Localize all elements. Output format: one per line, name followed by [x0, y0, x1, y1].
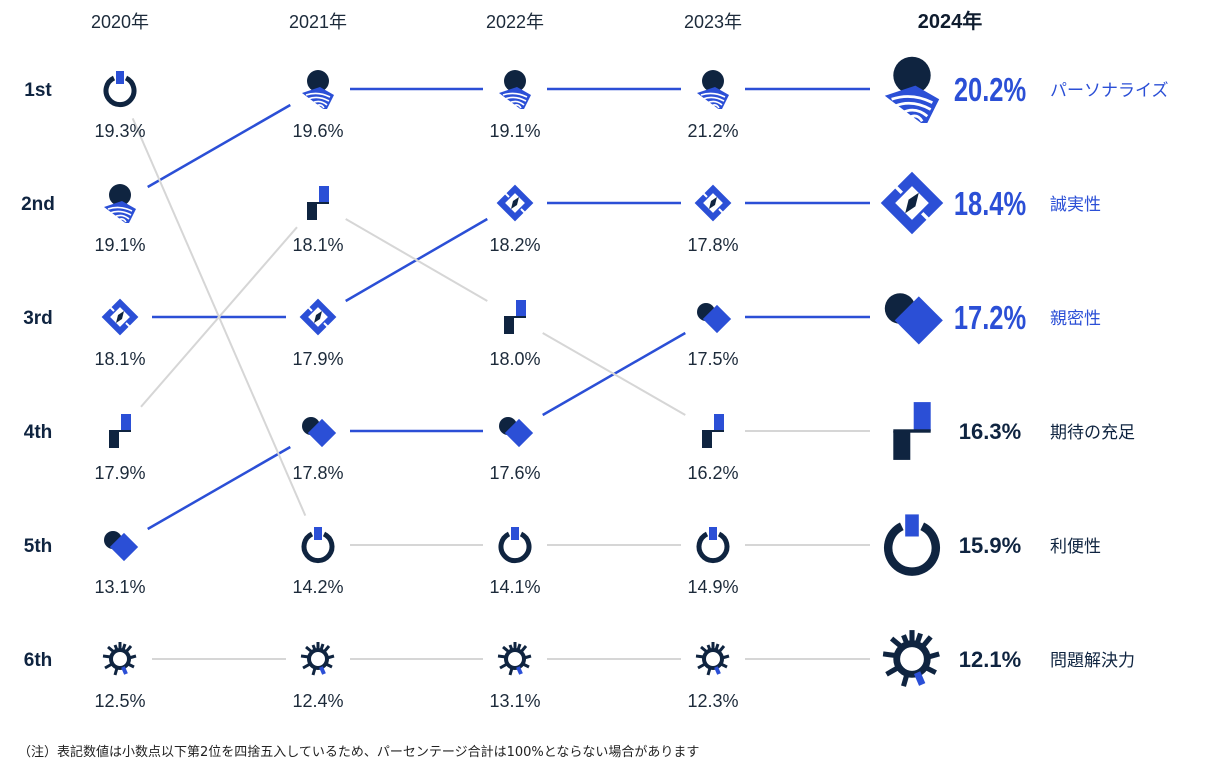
rank-label-2nd: 2nd [21, 194, 55, 215]
value-empathy-3: 17.5% [687, 349, 738, 369]
person-fingerprint-icon [883, 55, 941, 123]
value-resolution-1: 12.4% [292, 691, 343, 711]
footnote: （注）表記数値は小数点以下第2位を四捨五入しているため、パーセンテージ合計は10… [18, 745, 700, 760]
power-node-icon [106, 71, 134, 105]
rank-label-6th: 6th [24, 650, 53, 671]
value-integrity-2: 18.2% [489, 235, 540, 255]
compass-icon [879, 170, 945, 236]
rank-label-4th: 4th [24, 422, 53, 443]
step-blocks-node-icon [702, 414, 724, 448]
sunburst-gear-node-icon [496, 640, 533, 677]
value-empathy-2: 17.6% [489, 463, 540, 483]
final-value-expectations: 16.3% [959, 419, 1021, 444]
sunburst-gear-node-icon [299, 640, 336, 677]
heart-node-icon [499, 417, 534, 448]
category-label-integrity: 誠実性 [1050, 195, 1101, 215]
heart-node-icon [104, 531, 139, 562]
final-value-convenience: 15.9% [959, 533, 1021, 558]
step-blocks-icon [893, 402, 931, 460]
compass-node-icon [693, 183, 733, 223]
step-blocks-node-icon [504, 300, 526, 334]
category-label-resolution: 問題解決力 [1050, 651, 1135, 671]
year-header-0: 2020年 [91, 12, 149, 32]
value-expectations-1: 18.1% [292, 235, 343, 255]
sunburst-gear-icon [883, 630, 939, 686]
link-expectations-1 [345, 218, 488, 302]
final-value-empathy: 17.2% [954, 300, 1026, 337]
rank-label-3rd: 3rd [23, 308, 53, 329]
value-convenience-3: 14.9% [687, 577, 738, 597]
step-blocks-node-icon [307, 186, 329, 220]
person-fingerprint-node-icon [103, 183, 137, 223]
value-integrity-0: 18.1% [94, 349, 145, 369]
final-value-resolution: 12.1% [959, 647, 1021, 672]
value-integrity-3: 17.8% [687, 235, 738, 255]
category-label-empathy: 親密性 [1050, 309, 1101, 329]
power-node-icon [304, 527, 332, 561]
final-value-personalize: 20.2% [954, 72, 1026, 109]
step-blocks-node-icon [109, 414, 131, 448]
value-empathy-1: 17.8% [292, 463, 343, 483]
heart-node-icon [302, 417, 337, 448]
rank-nodes: 19.1% 19.6% 19.1% 21.2% 18.1% 17.9% 18.2% 17.8%… [94, 69, 739, 711]
rank-label-1st: 1st [24, 80, 52, 101]
power-node-icon [699, 527, 727, 561]
value-personalize-1: 19.6% [292, 121, 343, 141]
link-convenience-0 [131, 118, 307, 516]
final-year-legend: 20.2% パーソナライズ 18.4% 誠実性 17.2% 親密性 16.3% 期待の充足 15… [879, 55, 1169, 686]
rank-label-5th: 5th [24, 536, 53, 557]
compass-node-icon [495, 183, 535, 223]
link-personalize-0 [147, 103, 291, 189]
compass-node-icon [100, 297, 140, 337]
heart-icon [884, 293, 943, 345]
category-label-expectations: 期待の充足 [1050, 423, 1135, 443]
value-empathy-0: 13.1% [94, 577, 145, 597]
value-integrity-1: 17.9% [292, 349, 343, 369]
value-resolution-2: 13.1% [489, 691, 540, 711]
sunburst-gear-node-icon [101, 640, 138, 677]
heart-node-icon [697, 303, 732, 334]
compass-node-icon [298, 297, 338, 337]
link-expectations-2 [542, 332, 686, 416]
year-header-2: 2022年 [486, 12, 544, 32]
value-convenience-2: 14.1% [489, 577, 540, 597]
value-personalize-2: 19.1% [489, 121, 540, 141]
sunburst-gear-node-icon [694, 640, 731, 677]
person-fingerprint-node-icon [301, 69, 335, 109]
value-expectations-3: 16.2% [687, 463, 738, 483]
year-header-1: 2021年 [289, 12, 347, 32]
value-resolution-3: 12.3% [687, 691, 738, 711]
value-personalize-0: 19.1% [94, 235, 145, 255]
value-personalize-3: 21.2% [687, 121, 738, 141]
value-expectations-0: 17.9% [94, 463, 145, 483]
category-label-convenience: 利便性 [1050, 537, 1101, 557]
year-headers: 2020年 2021年 2022年 2023年 2024年 [91, 9, 982, 33]
value-convenience-1: 14.2% [292, 577, 343, 597]
link-empathy-0 [147, 445, 291, 531]
power-icon [888, 514, 936, 571]
year-header-4: 2024年 [918, 9, 983, 33]
person-fingerprint-node-icon [498, 69, 532, 109]
category-label-personalize: パーソナライズ [1050, 81, 1169, 101]
value-resolution-0: 12.5% [94, 691, 145, 711]
final-value-integrity: 18.4% [954, 186, 1026, 223]
value-convenience-0: 19.3% [94, 121, 145, 141]
value-expectations-2: 18.0% [489, 349, 540, 369]
year-header-3: 2023年 [684, 12, 742, 32]
power-node-icon [501, 527, 529, 561]
rank-links [131, 87, 870, 660]
person-fingerprint-node-icon [696, 69, 730, 109]
rank-labels: 1st 2nd 3rd 4th 5th 6th [21, 80, 55, 671]
